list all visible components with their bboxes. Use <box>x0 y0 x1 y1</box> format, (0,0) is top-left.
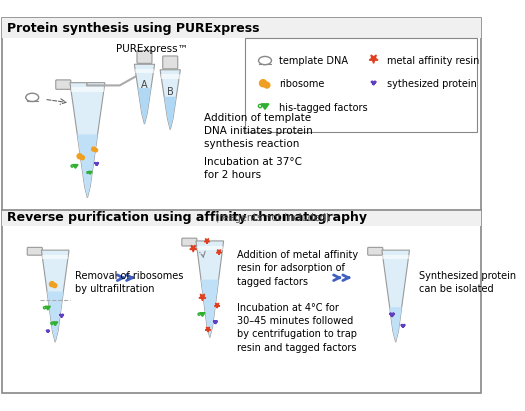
Polygon shape <box>369 55 378 63</box>
Ellipse shape <box>259 56 271 65</box>
Polygon shape <box>164 97 176 129</box>
Polygon shape <box>73 164 78 168</box>
Text: Incubation at 37°C
for 2 hours: Incubation at 37°C for 2 hours <box>204 157 302 180</box>
Circle shape <box>92 147 96 151</box>
Text: (reagents not included): (reagents not included) <box>212 213 329 223</box>
Polygon shape <box>204 239 209 244</box>
Polygon shape <box>52 322 58 326</box>
FancyBboxPatch shape <box>42 255 68 259</box>
FancyBboxPatch shape <box>368 247 383 255</box>
Circle shape <box>94 148 98 152</box>
Text: Addition of metal affinity
resin for adsorption of
tagged factors

Incubation at: Addition of metal affinity resin for ads… <box>237 250 359 353</box>
Polygon shape <box>47 291 64 342</box>
FancyBboxPatch shape <box>27 247 43 255</box>
Polygon shape <box>77 134 98 198</box>
Polygon shape <box>45 306 50 310</box>
Polygon shape <box>390 307 402 342</box>
FancyBboxPatch shape <box>70 87 104 92</box>
Polygon shape <box>261 104 269 109</box>
FancyBboxPatch shape <box>182 238 197 246</box>
Text: Addition of template
DNA initiates protein
synthesis reaction: Addition of template DNA initiates prote… <box>204 113 313 150</box>
Polygon shape <box>196 241 224 337</box>
Text: Protein synthesis using PURExpress: Protein synthesis using PURExpress <box>7 22 260 35</box>
Circle shape <box>77 154 82 159</box>
Polygon shape <box>199 294 206 301</box>
FancyBboxPatch shape <box>161 74 180 79</box>
Polygon shape <box>70 83 105 198</box>
FancyBboxPatch shape <box>2 18 481 39</box>
Polygon shape <box>205 327 211 332</box>
FancyBboxPatch shape <box>163 56 178 69</box>
Text: his-tagged factors: his-tagged factors <box>279 104 368 113</box>
Polygon shape <box>201 279 218 337</box>
Text: B: B <box>167 87 174 97</box>
Text: Removal of ribosomes
by ultrafiltration: Removal of ribosomes by ultrafiltration <box>76 271 184 295</box>
FancyBboxPatch shape <box>196 245 223 250</box>
Circle shape <box>80 156 85 160</box>
Text: ribosome: ribosome <box>279 79 324 90</box>
Text: A: A <box>141 81 148 90</box>
Polygon shape <box>215 303 220 308</box>
Polygon shape <box>138 88 151 124</box>
FancyBboxPatch shape <box>245 39 477 132</box>
FancyBboxPatch shape <box>135 69 154 74</box>
Polygon shape <box>216 250 222 255</box>
Polygon shape <box>134 64 154 124</box>
Circle shape <box>259 80 267 87</box>
Text: Reverse purification using affinity chromatography: Reverse purification using affinity chro… <box>7 211 368 224</box>
Circle shape <box>52 284 57 288</box>
Ellipse shape <box>26 93 39 102</box>
Polygon shape <box>200 313 205 316</box>
Circle shape <box>49 282 55 287</box>
Polygon shape <box>88 171 92 174</box>
Circle shape <box>264 82 270 88</box>
Polygon shape <box>382 250 410 342</box>
Text: template DNA: template DNA <box>279 55 348 66</box>
Polygon shape <box>41 250 69 342</box>
FancyBboxPatch shape <box>137 51 152 63</box>
Polygon shape <box>190 245 197 252</box>
Text: sythesized protein: sythesized protein <box>387 79 477 90</box>
Polygon shape <box>160 70 181 129</box>
Text: Synthesized protein
can be isolated: Synthesized protein can be isolated <box>418 271 516 295</box>
Text: metal affinity resin: metal affinity resin <box>387 55 480 66</box>
FancyBboxPatch shape <box>56 80 71 89</box>
FancyBboxPatch shape <box>2 210 481 226</box>
FancyBboxPatch shape <box>2 18 481 393</box>
FancyBboxPatch shape <box>383 255 409 259</box>
Text: PURExpress™: PURExpress™ <box>116 44 188 54</box>
